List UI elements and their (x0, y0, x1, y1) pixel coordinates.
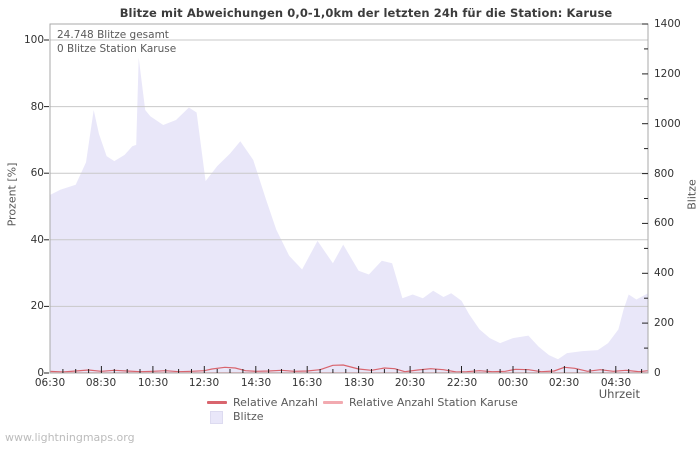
y-right-tick-label: 400 (654, 267, 675, 279)
watermark-url: www.lightningmaps.org (5, 431, 135, 444)
y-right-tick-label: 800 (654, 168, 675, 180)
y-left-tick-label: 60 (30, 167, 44, 179)
x-tick-label: 18:30 (343, 377, 375, 389)
x-tick-label: 10:30 (137, 377, 169, 389)
y-left-tick-label: 0 (37, 367, 44, 379)
x-axis-label: Uhrzeit (598, 387, 640, 401)
x-tick-label: 02:30 (548, 377, 580, 389)
y-left-tick-label: 20 (30, 300, 44, 312)
blitze-area (50, 57, 648, 373)
x-tick-label: 22:30 (446, 377, 478, 389)
legend-swatch-relative-anzahl (207, 401, 227, 404)
x-tick-label: 06:30 (34, 377, 66, 389)
x-tick-label: 04:30 (600, 377, 632, 389)
y-left-tick-label: 80 (30, 101, 44, 113)
x-tick-label: 08:30 (85, 377, 117, 389)
x-tick-label: 16:30 (291, 377, 323, 389)
x-tick-label: 20:30 (394, 377, 426, 389)
y-left-tick-label: 100 (23, 34, 44, 46)
y-axis-label-left: Prozent [%] (5, 162, 19, 227)
x-tick-label: 14:30 (240, 377, 272, 389)
y-right-tick-label: 200 (654, 317, 675, 329)
y-right-tick-label: 1000 (654, 118, 681, 130)
y-right-tick-label: 600 (654, 217, 675, 229)
legend-label-blitze: Blitze (233, 410, 264, 423)
y-right-tick-label: 1400 (654, 18, 681, 30)
y-left-tick-label: 40 (30, 234, 44, 246)
x-tick-label: 12:30 (188, 377, 220, 389)
x-tick-label: 00:30 (497, 377, 529, 389)
legend-swatch-blitze (210, 411, 223, 424)
y-right-tick-label: 0 (654, 367, 661, 379)
y-right-tick-label: 1200 (654, 68, 681, 80)
legend-swatch-station (323, 401, 343, 404)
annotation-station-blitze: 0 Blitze Station Karuse (57, 43, 177, 55)
chart-title: Blitze mit Abweichungen 0,0-1,0km der le… (119, 6, 613, 20)
legend-label-station: Relative Anzahl Station Karuse (349, 396, 518, 409)
annotation-total-blitze: 24.748 Blitze gesamt (57, 29, 169, 41)
legend-label-relative-anzahl: Relative Anzahl (233, 396, 318, 409)
y-axis-label-right: Blitze (685, 179, 699, 210)
